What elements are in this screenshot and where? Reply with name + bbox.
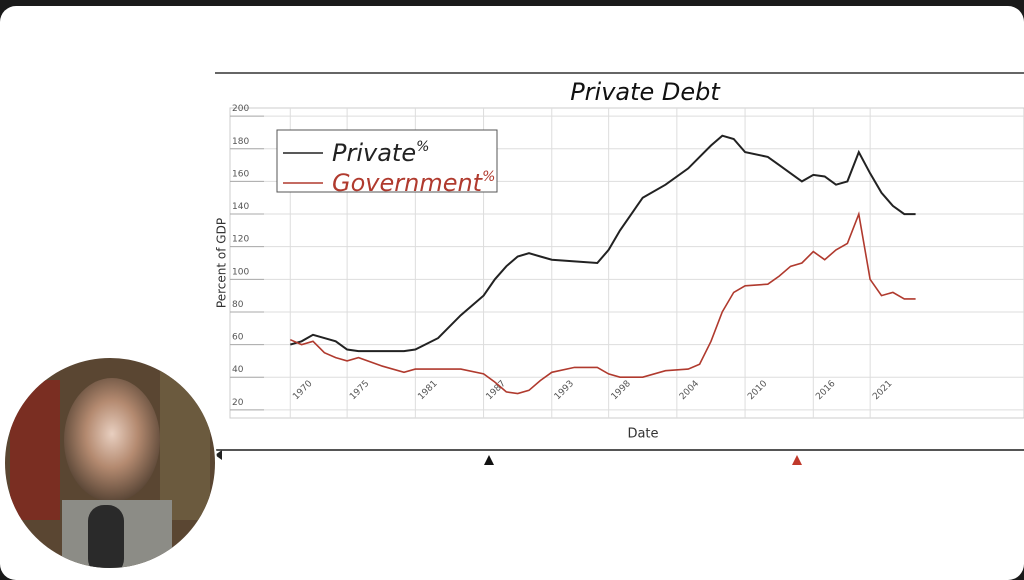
legend-entries: Private%Government%: [283, 139, 495, 197]
timeline-start: [215, 450, 222, 460]
y-tick-label: 180: [232, 137, 249, 147]
legend-label: Private%: [332, 139, 429, 167]
legend-unit: %: [482, 169, 495, 185]
y-tick-label: 60: [232, 333, 244, 343]
legend-name: Government: [332, 169, 484, 197]
y-tick-label: 80: [232, 300, 244, 310]
series-line: [289, 211, 916, 395]
legend: [276, 129, 498, 193]
legend-name: Private: [332, 139, 416, 167]
y-axis-label: Percent of GDP: [215, 218, 229, 308]
legend-unit: %: [416, 139, 429, 155]
series-line: [290, 134, 916, 353]
y-tick-label: 200: [232, 104, 249, 114]
webcam: [5, 358, 215, 568]
y-tick-label: 120: [232, 235, 249, 245]
y-tick-label: 20: [232, 398, 244, 408]
y-tick-label: 140: [232, 202, 249, 212]
lines: [289, 134, 916, 395]
y-tick-label: 100: [232, 267, 249, 277]
legend-label: Government%: [332, 169, 495, 197]
y-tick-label: 40: [232, 365, 244, 375]
x-axis-label: Date: [627, 427, 658, 442]
timeline-marker[interactable]: [484, 455, 494, 465]
y-tick-label: 160: [232, 169, 249, 179]
timeline-marker[interactable]: [792, 455, 802, 465]
chart-title: Private Debt: [570, 78, 721, 106]
